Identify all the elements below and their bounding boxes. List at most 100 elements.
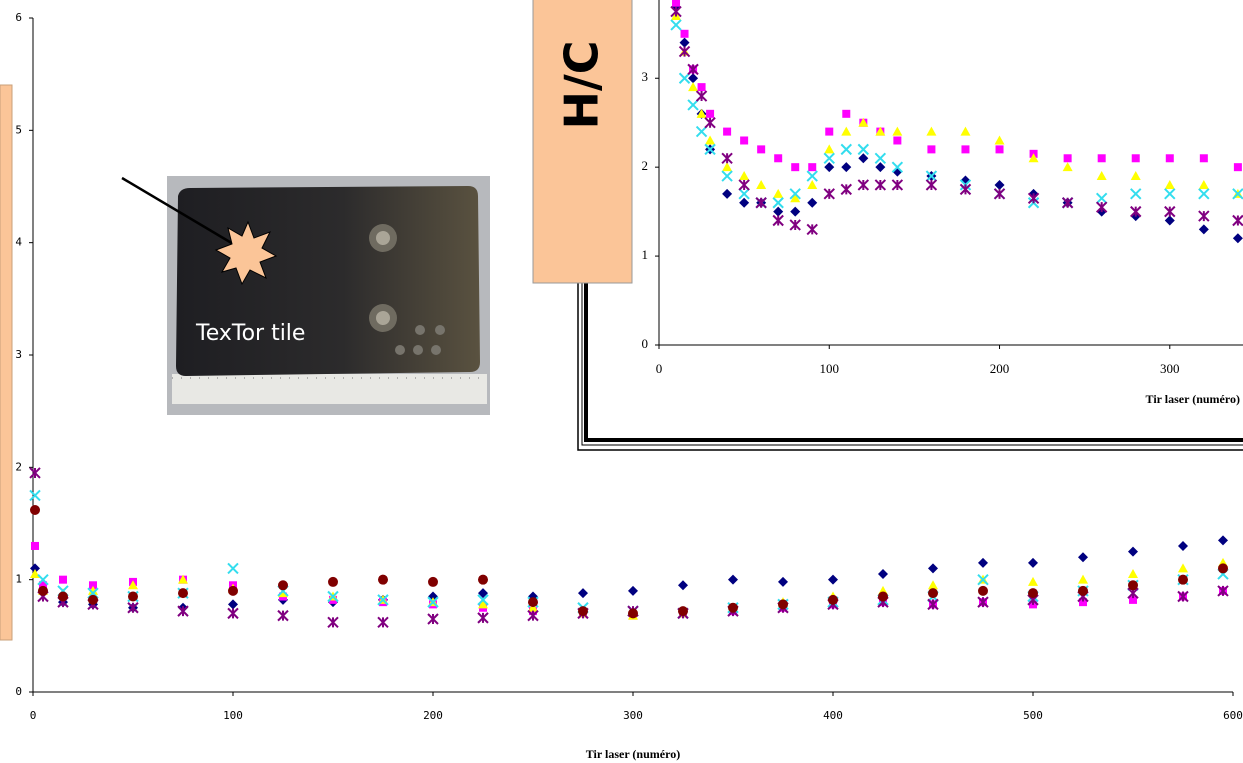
x-tick-label: 100 [820,361,840,376]
marker [757,145,765,153]
inset-frame [578,0,1243,450]
marker [328,577,338,587]
marker [1200,154,1208,162]
y-axis-label: H/C [555,40,609,129]
marker [1064,154,1072,162]
marker [1178,575,1188,585]
marker [928,588,938,598]
y-tick-label: 2 [15,460,22,473]
marker [228,586,238,596]
marker [774,154,782,162]
marker [828,575,838,585]
x-axis-label: Tir laser (numéro) [1146,392,1240,406]
marker [825,128,833,136]
marker [928,580,938,589]
y-tick-label: 5 [15,123,22,136]
y-tick-label: 1 [642,247,649,262]
marker [228,608,238,618]
marker [1078,586,1088,596]
marker [1218,535,1228,545]
photo: TexTor tile [122,176,490,415]
y-tick-label: 3 [15,348,22,361]
marker [1234,163,1242,171]
x-axis-label: Tir laser (numéro) [586,747,680,761]
points [30,468,1228,627]
marker [1132,154,1140,162]
marker [478,613,488,623]
marker [728,603,738,613]
marker [706,110,714,118]
marker [88,595,98,605]
marker [30,468,40,478]
x-tick-label: 300 [1160,361,1180,376]
marker [328,617,338,627]
marker [808,163,816,171]
marker [996,145,1004,153]
marker [1218,563,1228,573]
marker [1028,588,1038,598]
figure: 01234560100200300400500600Tir laser (num… [0,0,1243,763]
marker [842,110,850,118]
marker [228,563,238,573]
marker [578,588,588,598]
marker [628,608,638,618]
marker [578,606,588,616]
y-tick-label: 1 [15,573,22,586]
marker [791,163,799,171]
y-tick-label: 4 [15,236,22,249]
marker [38,586,48,596]
x-tick-label: 100 [223,709,243,722]
photo-label: TexTor tile [195,321,305,346]
marker [58,592,68,602]
marker [278,611,288,621]
marker [678,606,688,616]
marker [128,592,138,602]
marker [740,136,748,144]
marker [961,145,969,153]
y-tick-label: 0 [15,685,22,698]
marker [1078,575,1088,584]
marker [678,580,688,590]
marker [30,569,40,578]
x-tick-label: 500 [1023,709,1043,722]
marker [1028,558,1038,568]
marker [278,580,288,590]
marker [31,542,39,550]
x-tick-label: 400 [823,709,843,722]
marker [30,505,40,515]
marker [428,577,438,587]
marker [1098,154,1106,162]
x-tick-label: 200 [990,361,1010,376]
y-tick-label: 0 [642,336,649,351]
marker [878,592,888,602]
marker [728,575,738,585]
marker [178,606,188,616]
marker [378,617,388,627]
marker [30,490,40,500]
marker [628,586,638,596]
marker [1128,569,1138,578]
marker [828,595,838,605]
marker [1178,541,1188,551]
marker [978,586,988,596]
marker [698,83,706,91]
marker [672,0,680,7]
ylabel-box: H/C [533,0,632,283]
y-tick-label: 2 [642,158,649,173]
marker [978,558,988,568]
marker [378,575,388,585]
x-tick-label: 600 [1223,709,1243,722]
marker [528,611,538,621]
marker [528,597,538,607]
x-tick-label: 300 [623,709,643,722]
x-tick-label: 0 [30,709,37,722]
x-tick-label: 200 [423,709,443,722]
marker [893,136,901,144]
marker [928,563,938,573]
marker [878,569,888,579]
marker [723,128,731,136]
marker [1078,552,1088,562]
marker [681,30,689,38]
marker [178,588,188,598]
marker [59,576,67,584]
